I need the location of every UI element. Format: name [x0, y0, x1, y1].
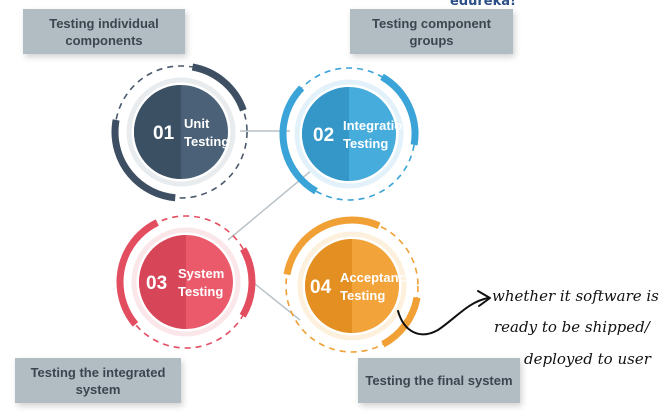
handnote-line1: whether it software is: [492, 287, 659, 305]
stage-unit: 01 Unit Testing: [111, 62, 251, 202]
unit-number: 01: [153, 123, 175, 144]
handwritten-arrow-head: [477, 290, 491, 307]
handnote-line2: ready to be shipped/: [494, 318, 650, 336]
stage-integration: 02 Integration Testing: [279, 64, 419, 204]
note-unit: Testing individual components: [23, 9, 185, 54]
note-system-text: Testing the integrated system: [30, 364, 166, 397]
system-label-line1: System: [178, 266, 224, 281]
note-acceptance-text: Testing the final system: [365, 373, 513, 388]
brand-logo-text: edureka!: [450, 0, 516, 9]
system-label-line2: Testing: [178, 284, 223, 299]
unit-label-line2: Testing: [184, 134, 229, 149]
integration-label-line1: Integration: [343, 118, 410, 133]
acceptance-label-line1: Acceptance: [340, 270, 413, 285]
system-ring-inner: [131, 227, 241, 337]
unit-ring-inner: [126, 77, 236, 187]
acceptance-label-line2: Testing: [340, 288, 385, 303]
integration-number: 02: [313, 125, 334, 146]
handwritten-arrow: [397, 297, 489, 336]
note-integration-text: Testing component groups: [372, 15, 491, 48]
handnote-line3: deployed to user: [524, 350, 651, 368]
stage-system: 03 System Testing: [116, 212, 256, 352]
integration-disc-shade: [302, 87, 349, 181]
system-number: 03: [146, 273, 167, 294]
connector-integration-system: [227, 169, 313, 241]
acceptance-number: 04: [310, 277, 332, 298]
stage-acceptance: 04 Acceptance Testing: [282, 216, 422, 356]
system-disc-shade: [139, 235, 186, 329]
unit-label-line1: Unit: [184, 116, 210, 131]
unit-ring-arc-top: [111, 62, 251, 202]
unit-ring-dashed: [114, 65, 248, 199]
acceptance-ring-arc-right: [282, 216, 422, 356]
integration-ring-inner: [294, 79, 404, 189]
acceptance-ring-inner: [297, 231, 407, 341]
acceptance-disc-shade: [305, 239, 352, 333]
acceptance-ring-arc: [282, 216, 422, 356]
integration-ring-arc: [279, 64, 419, 204]
integration-label-line2: Testing: [343, 136, 388, 151]
note-system: Testing the integrated system: [15, 358, 181, 403]
unit-disc-shade: [134, 85, 181, 179]
note-unit-text: Testing individual components: [49, 15, 159, 48]
note-acceptance: Testing the final system: [358, 358, 520, 403]
note-integration: Testing component groups: [350, 9, 513, 54]
